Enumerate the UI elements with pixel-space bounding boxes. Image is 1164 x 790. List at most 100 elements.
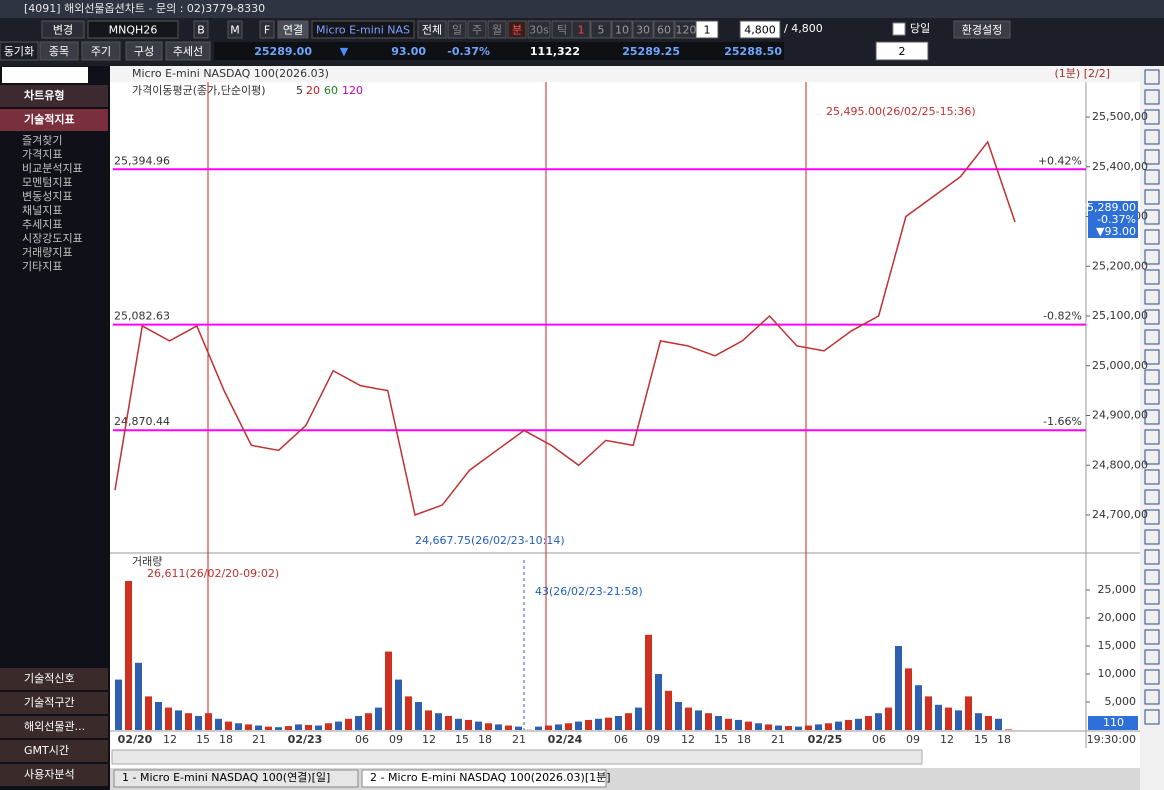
layout-select-bg[interactable]	[875, 41, 929, 61]
tool-icon[interactable]	[1144, 689, 1160, 705]
bottom-item-bg[interactable]	[0, 740, 108, 762]
bottom-item[interactable]: 사용자분석	[24, 768, 75, 781]
tool-icon[interactable]	[1144, 649, 1160, 665]
minute-button[interactable]: 10	[615, 24, 629, 37]
tool-icon[interactable]	[1144, 609, 1160, 625]
symbol-select[interactable]: MNQH26	[109, 24, 158, 37]
chart-tab[interactable]: 2 - Micro E-mini NASDAQ 100(2026.03)[1분]	[370, 771, 611, 784]
tree-item[interactable]: 가격지표	[22, 148, 62, 161]
toolbar-button-bg[interactable]	[165, 41, 211, 61]
name-field-bg[interactable]	[311, 20, 415, 39]
minute-button-bg[interactable]	[590, 20, 612, 39]
toolbar-button[interactable]: 동기화	[4, 45, 34, 58]
symbol-select-bg[interactable]	[87, 20, 179, 39]
tree-item[interactable]: 시장강도지표	[22, 232, 83, 245]
tool-icon[interactable]	[1144, 629, 1160, 645]
tool-icon[interactable]	[1144, 309, 1160, 325]
bottom-item-bg[interactable]	[0, 692, 108, 714]
tool-icon[interactable]	[1144, 509, 1160, 525]
toolbar-button-bg[interactable]	[81, 41, 121, 61]
tool-icon[interactable]	[1144, 549, 1160, 565]
period-button[interactable]: 주	[472, 24, 482, 37]
toolbar-button-bg[interactable]	[39, 41, 79, 61]
minute-button[interactable]: 60	[657, 24, 671, 37]
scrollbar[interactable]	[111, 749, 923, 765]
change-button-bg[interactable]	[41, 20, 85, 39]
tree-item[interactable]: 모멘텀지표	[22, 176, 73, 189]
tree-item[interactable]: 즐겨찾기	[22, 134, 62, 147]
tool-icon[interactable]	[1144, 149, 1160, 165]
tool-icon[interactable]	[1144, 289, 1160, 305]
period-button-bg[interactable]	[507, 20, 527, 39]
period-button-bg[interactable]	[487, 20, 507, 39]
panel-tab-bg[interactable]	[0, 85, 108, 107]
count-field-bg[interactable]	[695, 20, 719, 39]
period-button[interactable]: 월	[492, 24, 502, 37]
minute-button-bg[interactable]	[632, 20, 654, 39]
tree-item[interactable]: 변동성지표	[22, 190, 73, 203]
tool-icon[interactable]	[1144, 269, 1160, 285]
tool-icon[interactable]	[1144, 249, 1160, 265]
bottom-item[interactable]: GMT시간	[24, 744, 69, 757]
toolbar-button-bg[interactable]	[125, 41, 163, 61]
tool-icon[interactable]	[1144, 409, 1160, 425]
tree-item[interactable]: 추세지표	[22, 218, 62, 231]
bars-field-bg[interactable]	[739, 20, 781, 39]
period-button[interactable]: 전체	[422, 24, 442, 37]
tool-icon[interactable]	[1144, 389, 1160, 405]
tool-icon[interactable]	[1144, 329, 1160, 345]
settings-button-bg[interactable]	[953, 20, 1011, 39]
period-button[interactable]: 틱	[557, 24, 567, 37]
m-button-bg[interactable]	[227, 20, 243, 39]
toolbar-button[interactable]: 추세선	[173, 45, 203, 58]
tool-icon[interactable]	[1144, 589, 1160, 605]
tool-icon[interactable]	[1144, 709, 1160, 725]
period-button-bg[interactable]	[527, 20, 551, 39]
m-button[interactable]: M	[230, 24, 240, 37]
chart-tab-bg[interactable]	[361, 769, 607, 788]
settings-button[interactable]: 환경설정	[962, 24, 1002, 37]
tool-icon[interactable]	[1144, 469, 1160, 485]
bottom-item[interactable]: 기술적신호	[24, 672, 75, 685]
today-checkbox[interactable]	[892, 22, 906, 36]
minute-button[interactable]: 30	[636, 24, 650, 37]
tool-icon[interactable]	[1144, 429, 1160, 445]
period-button-bg[interactable]	[447, 20, 467, 39]
toolbar-button-bg[interactable]	[0, 41, 39, 61]
bottom-item-bg[interactable]	[0, 668, 108, 690]
name-field[interactable]: Micro E-mini NAS	[316, 24, 410, 37]
tool-icon[interactable]	[1144, 189, 1160, 205]
f-button-bg[interactable]	[259, 20, 275, 39]
tool-icon[interactable]	[1144, 89, 1160, 105]
tree-item[interactable]: 채널지표	[22, 204, 62, 217]
minute-button-bg[interactable]	[653, 20, 675, 39]
tool-icon[interactable]	[1144, 529, 1160, 545]
chart-tab[interactable]: 1 - Micro E-mini NASDAQ 100(연결)[일]	[122, 770, 330, 784]
toolbar-button[interactable]: 주기	[91, 45, 111, 58]
tool-icon[interactable]	[1144, 109, 1160, 125]
tree-item[interactable]: 비교분석지표	[22, 162, 83, 175]
b-button-bg[interactable]	[193, 20, 209, 39]
layout-select[interactable]: 2	[899, 45, 906, 58]
tool-icon[interactable]	[1144, 369, 1160, 385]
toolbar-button[interactable]: 구성	[134, 45, 154, 58]
f-button[interactable]: F	[264, 24, 270, 37]
bottom-item-bg[interactable]	[0, 764, 108, 786]
b-button[interactable]: B	[197, 24, 205, 37]
search-field[interactable]	[2, 67, 88, 83]
tool-icon[interactable]	[1144, 349, 1160, 365]
tree-item[interactable]: 기타지표	[22, 260, 62, 273]
panel-tab[interactable]: 기술적지표	[24, 112, 75, 126]
period-button[interactable]: 일	[452, 23, 462, 37]
tool-icon[interactable]	[1144, 229, 1160, 245]
change-button[interactable]: 변경	[53, 24, 73, 37]
bottom-item[interactable]: 기술적구간	[24, 696, 75, 709]
count-field[interactable]: 1	[704, 24, 711, 37]
bottom-item[interactable]: 해외선물관...	[24, 719, 85, 733]
period-button-bg[interactable]	[467, 20, 487, 39]
panel-tab-bg[interactable]	[0, 109, 108, 131]
minute-button[interactable]: 120	[676, 24, 697, 37]
minute-button[interactable]: 5	[598, 24, 605, 37]
tool-icon[interactable]	[1144, 489, 1160, 505]
minute-button-bg[interactable]	[571, 20, 591, 39]
